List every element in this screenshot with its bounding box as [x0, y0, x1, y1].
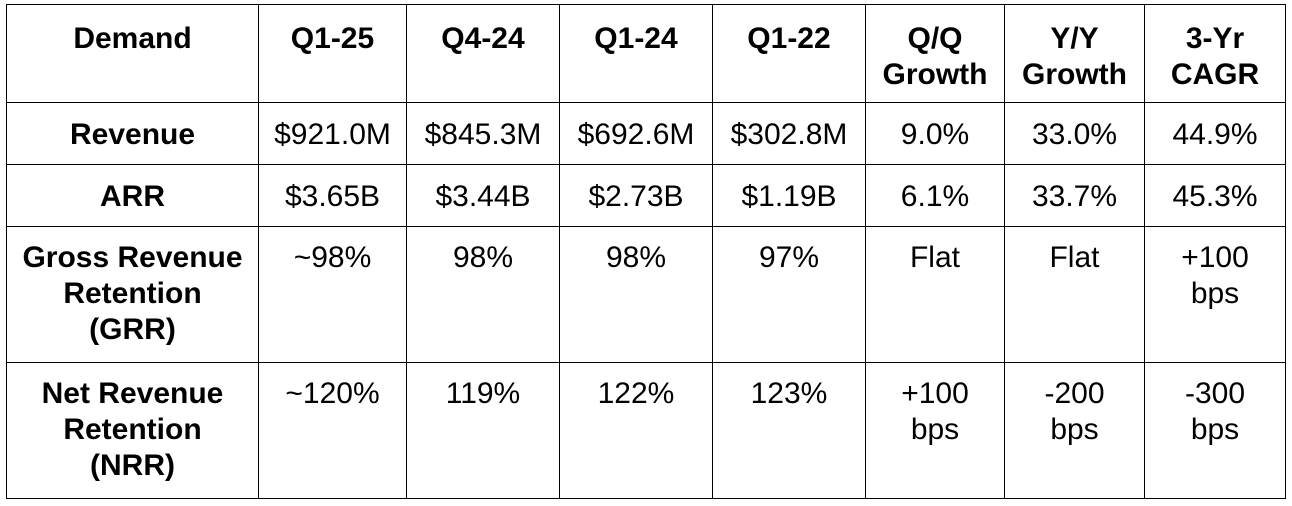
table-row-revenue: Revenue $921.0M $845.3M $692.6M $302.8M …	[6, 102, 1286, 165]
row-label: Revenue	[6, 102, 259, 165]
header-text: Growth	[1022, 58, 1127, 91]
cell-text: 97%	[758, 241, 820, 274]
row-label-text: Revenue	[69, 118, 196, 151]
cell-text: -200	[1044, 377, 1105, 410]
header-3yr-cagr: 3-Yr CAGR	[1144, 4, 1286, 103]
cell-text: bps	[1050, 413, 1099, 446]
cell-text: 98%	[605, 241, 667, 274]
cell-text: 98%	[452, 241, 514, 274]
table-cell: -300 bps	[1144, 362, 1286, 499]
cell-text: 33.7%	[1031, 180, 1118, 213]
row-label: ARR	[6, 164, 259, 227]
header-text: Q1-24	[594, 22, 678, 55]
row-label-text: (NRR)	[90, 449, 175, 482]
header-q1-24: Q1-24	[559, 4, 713, 103]
row-label: Gross Revenue Retention (GRR)	[6, 226, 259, 363]
cell-text: $692.6M	[577, 118, 695, 151]
table-row-grr: Gross Revenue Retention (GRR) ~98% 98% 9…	[6, 226, 1286, 363]
header-row: Demand Q1-25 Q4-24 Q1-24 Q1-22 Q/Q Growt…	[6, 4, 1286, 103]
table-cell: 123%	[712, 362, 866, 499]
cell-text: Flat	[1049, 241, 1100, 274]
cell-text: $1.19B	[741, 180, 837, 213]
header-text: Growth	[882, 58, 988, 91]
cell-text: $845.3M	[424, 118, 542, 151]
cell-text: bps	[1190, 413, 1240, 446]
demand-table-container: Demand Q1-25 Q4-24 Q1-24 Q1-22 Q/Q Growt…	[6, 4, 1286, 499]
table-cell: 97%	[712, 226, 866, 363]
cell-text: -300	[1184, 377, 1246, 410]
header-text: Q1-25	[290, 22, 375, 55]
table-cell: 119%	[406, 362, 560, 499]
row-label-text: Retention	[63, 277, 202, 310]
row-label-text: Retention	[63, 413, 202, 446]
cell-text: Flat	[909, 241, 960, 274]
row-label-text: ARR	[100, 180, 165, 213]
table-cell: $3.65B	[258, 164, 407, 227]
table-cell: 33.0%	[1004, 102, 1145, 165]
header-text: Q/Q	[907, 22, 963, 55]
table-cell: 33.7%	[1004, 164, 1145, 227]
table-cell: ~98%	[258, 226, 407, 363]
cell-text: $921.0M	[274, 118, 391, 151]
row-label-text: Net Revenue	[41, 377, 224, 410]
cell-text: $3.65B	[284, 180, 381, 213]
cell-text: 33.0%	[1031, 118, 1118, 151]
table-cell: 9.0%	[865, 102, 1005, 165]
header-text: CAGR	[1170, 58, 1260, 91]
table-cell: 98%	[559, 226, 713, 363]
row-label-text: (GRR)	[89, 313, 176, 346]
table-cell: Flat	[1004, 226, 1145, 363]
table-cell: $302.8M	[712, 102, 866, 165]
header-q1-22: Q1-22	[712, 4, 866, 103]
cell-text: ~98%	[293, 241, 372, 274]
cell-text: 6.1%	[900, 180, 970, 213]
cell-text: $2.73B	[588, 180, 684, 213]
cell-text: 45.3%	[1172, 180, 1258, 213]
header-q4-24: Q4-24	[406, 4, 560, 103]
table-cell: -200 bps	[1004, 362, 1145, 499]
cell-text: 44.9%	[1172, 118, 1258, 151]
table-row-nrr: Net Revenue Retention (NRR) ~120% 119% 1…	[6, 362, 1286, 499]
row-label: Net Revenue Retention (NRR)	[6, 362, 259, 499]
cell-text: 119%	[445, 377, 521, 410]
cell-text: bps	[910, 413, 960, 446]
demand-metrics-table: Demand Q1-25 Q4-24 Q1-24 Q1-22 Q/Q Growt…	[6, 4, 1286, 499]
table-cell: $3.44B	[406, 164, 560, 227]
cell-text: +100	[1181, 241, 1249, 274]
header-text: Q1-22	[747, 22, 831, 55]
table-cell: $692.6M	[559, 102, 713, 165]
header-q1-25: Q1-25	[258, 4, 407, 103]
table-cell: $845.3M	[406, 102, 560, 165]
table-cell: ~120%	[258, 362, 407, 499]
cell-text: 9.0%	[900, 118, 970, 151]
table-cell: Flat	[865, 226, 1005, 363]
header-text: Y/Y	[1050, 22, 1099, 55]
table-cell: 6.1%	[865, 164, 1005, 227]
header-yy-growth: Y/Y Growth	[1004, 4, 1145, 103]
cell-text: +100	[901, 377, 969, 410]
header-text: 3-Yr	[1185, 22, 1245, 55]
table-cell: $921.0M	[258, 102, 407, 165]
cell-text: $302.8M	[730, 118, 848, 151]
cell-text: 122%	[597, 377, 675, 410]
header-qq-growth: Q/Q Growth	[865, 4, 1005, 103]
row-label-text: Gross Revenue	[22, 241, 243, 274]
cell-text: ~120%	[285, 377, 380, 410]
header-demand-text: Demand	[73, 22, 192, 55]
table-cell: 122%	[559, 362, 713, 499]
table-cell: +100 bps	[1144, 226, 1286, 363]
table-cell: 44.9%	[1144, 102, 1286, 165]
table-row-arr: ARR $3.65B $3.44B $2.73B $1.19B 6.1% 33.…	[6, 164, 1286, 227]
table-cell: +100 bps	[865, 362, 1005, 499]
table-cell: $1.19B	[712, 164, 866, 227]
header-demand: Demand	[6, 4, 259, 103]
cell-text: 123%	[750, 377, 828, 410]
table-cell: 45.3%	[1144, 164, 1286, 227]
table-cell: $2.73B	[559, 164, 713, 227]
header-text: Q4-24	[441, 22, 525, 55]
table-cell: 98%	[406, 226, 560, 363]
cell-text: bps	[1190, 277, 1240, 310]
cell-text: $3.44B	[435, 180, 531, 213]
